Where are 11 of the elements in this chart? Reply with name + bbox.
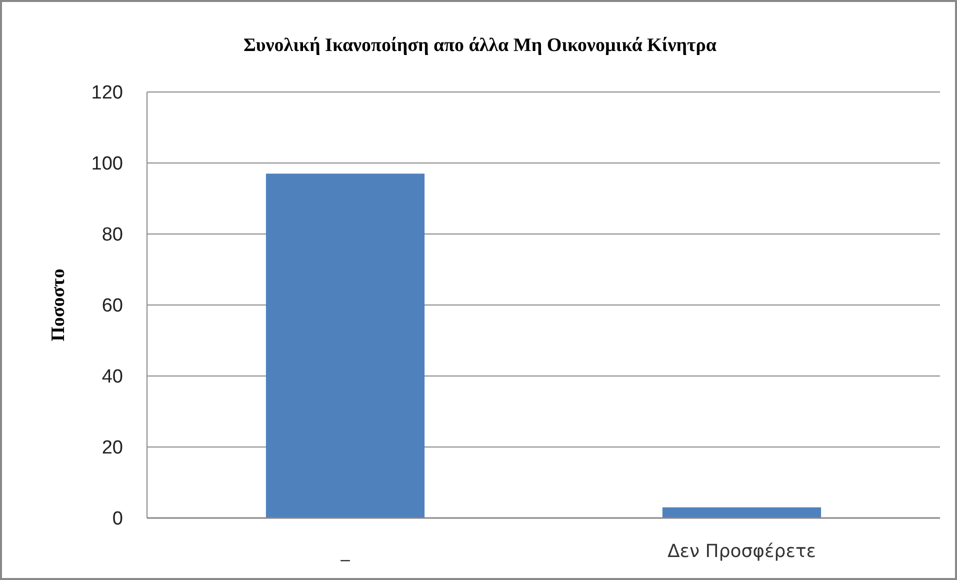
y-tick-label: 40 — [102, 366, 123, 388]
y-tick-label: 80 — [102, 224, 123, 246]
x-tick-label: Δεν Προσφέρετε — [667, 541, 816, 562]
y-tick-label: 0 — [112, 508, 123, 530]
chart-title: Συνολική Ικανοποίηση απο άλλα Μη Οικονομικά Κίνητρα — [243, 35, 717, 56]
y-tick-label: 120 — [91, 82, 123, 104]
y-tick-label: 60 — [102, 296, 123, 317]
x-tick-label: _ — [340, 541, 351, 562]
y-tick-label: 20 — [102, 438, 123, 459]
y-tick-label: 100 — [91, 154, 123, 175]
y-axis-title: Ποσοστο — [48, 268, 69, 342]
